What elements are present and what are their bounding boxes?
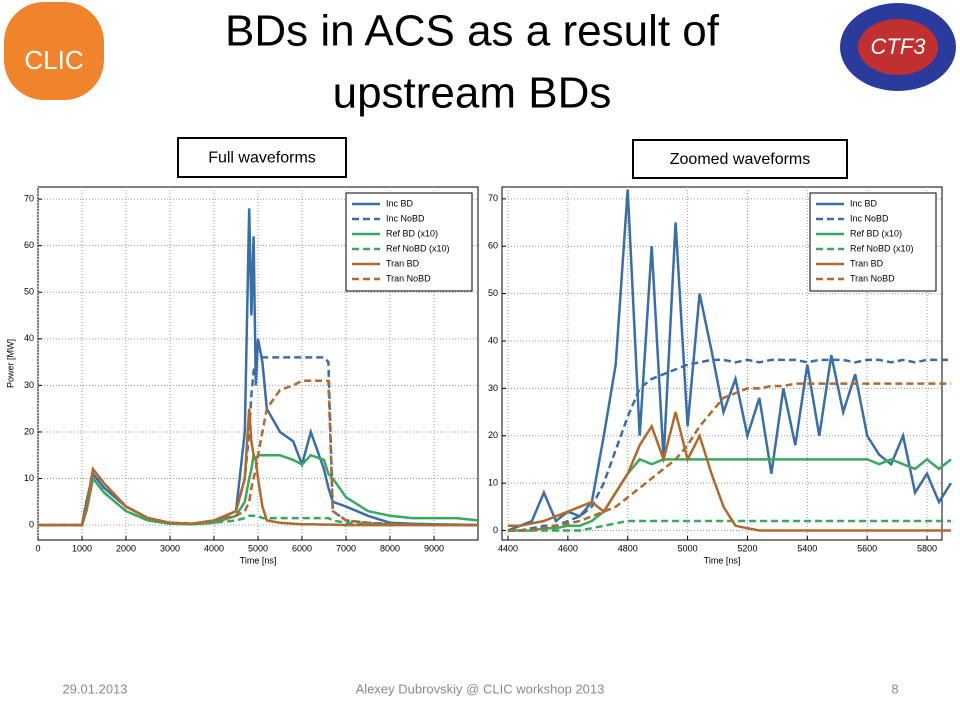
y-tick-label: 60 xyxy=(24,240,34,250)
caption-box xyxy=(632,139,848,179)
y-tick-label: 0 xyxy=(29,519,34,529)
x-tick-label: 5200 xyxy=(737,543,757,553)
x-tick-label: 5600 xyxy=(857,543,877,553)
chart-caption: Full waveforms xyxy=(208,150,316,167)
x-tick-label: 5000 xyxy=(678,543,698,553)
series-line xyxy=(508,411,951,532)
y-tick-label: 0 xyxy=(493,525,498,535)
footer-author: Alexey Dubrovskiy @ CLIC workshop 2013 xyxy=(356,681,605,696)
legend-box xyxy=(809,192,937,292)
footer-date: 29.01.2013 xyxy=(62,681,127,696)
x-axis-label: Time [ns] xyxy=(704,555,741,565)
x-tick-label: 4800 xyxy=(618,543,638,553)
legend-label: Tran BD xyxy=(850,258,884,268)
legend-box xyxy=(345,192,473,292)
y-tick-label: 60 xyxy=(488,241,498,251)
logo-text: CTF3 xyxy=(871,34,927,59)
series-line xyxy=(38,379,478,527)
x-tick-label: 0 xyxy=(35,543,40,553)
logo-right: CTF3 xyxy=(840,3,956,91)
chart-caption: Zoomed waveforms xyxy=(670,151,811,168)
x-tick-label: 4400 xyxy=(498,543,518,553)
x-tick-label: 4000 xyxy=(204,543,224,553)
logo-badge xyxy=(4,2,104,100)
logo-text: CLIC xyxy=(24,45,83,75)
chart: Full waveforms 0 10 20 30 40 50 60 70 0 1000 2000 30… xyxy=(0,137,480,565)
logo-left: CLIC xyxy=(4,2,104,100)
legend-label: Tran BD xyxy=(386,258,420,268)
legend-label: Inc NoBD xyxy=(386,213,425,223)
legend-label: Inc NoBD xyxy=(850,213,889,223)
x-tick-label: 5800 xyxy=(917,543,937,553)
logo-inner xyxy=(858,19,938,75)
series-line xyxy=(508,358,951,532)
y-tick-label: 30 xyxy=(24,380,34,390)
chart: Zoomed waveforms 0 10 20 30 40 50 60 70 4400 4600 4… xyxy=(486,139,953,565)
x-tick-label: 1000 xyxy=(72,543,92,553)
x-tick-label: 2000 xyxy=(116,543,136,553)
x-tick-label: 6000 xyxy=(292,543,312,553)
y-tick-label: 40 xyxy=(24,333,34,343)
legend-label: Inc BD xyxy=(850,198,878,208)
y-tick-label: 50 xyxy=(488,288,498,298)
footer-page: 8 xyxy=(891,681,898,696)
y-tick-label: 20 xyxy=(24,426,34,436)
y-tick-label: 50 xyxy=(24,287,34,297)
x-tick-label: 8000 xyxy=(380,543,400,553)
legend-label: Ref NoBD (x10) xyxy=(850,243,914,253)
legend-label: Inc BD xyxy=(386,198,414,208)
legend-label: Ref BD (x10) xyxy=(386,228,438,238)
legend-label: Ref NoBD (x10) xyxy=(386,243,450,253)
x-tick-label: 5000 xyxy=(248,543,268,553)
y-tick-label: 10 xyxy=(24,473,34,483)
caption-box xyxy=(177,137,347,178)
y-tick-label: 30 xyxy=(488,383,498,393)
series-line xyxy=(508,519,951,532)
y-tick-label: 10 xyxy=(488,478,498,488)
x-tick-label: 7000 xyxy=(336,543,356,553)
y-tick-label: 70 xyxy=(24,193,34,203)
y-tick-label: 70 xyxy=(488,193,498,203)
legend-label: Tran NoBD xyxy=(850,273,895,283)
series-line xyxy=(508,457,952,532)
legend-label: Ref BD (x10) xyxy=(850,228,902,238)
series-line xyxy=(38,475,478,527)
x-tick-label: 4600 xyxy=(558,543,578,553)
legend-label: Tran NoBD xyxy=(386,273,431,283)
slide-title: upstream BDs xyxy=(333,69,612,118)
y-axis-label: Power [MW] xyxy=(5,339,15,388)
slide-title: BDs in ACS as a result of xyxy=(225,7,720,56)
x-tick-label: 3000 xyxy=(160,543,180,553)
y-tick-label: 20 xyxy=(488,430,498,440)
y-tick-label: 40 xyxy=(488,335,498,345)
series-line xyxy=(508,382,951,532)
x-axis-label: Time [ns] xyxy=(240,555,277,565)
x-tick-label: 5400 xyxy=(797,543,817,553)
x-tick-label: 9000 xyxy=(424,543,444,553)
